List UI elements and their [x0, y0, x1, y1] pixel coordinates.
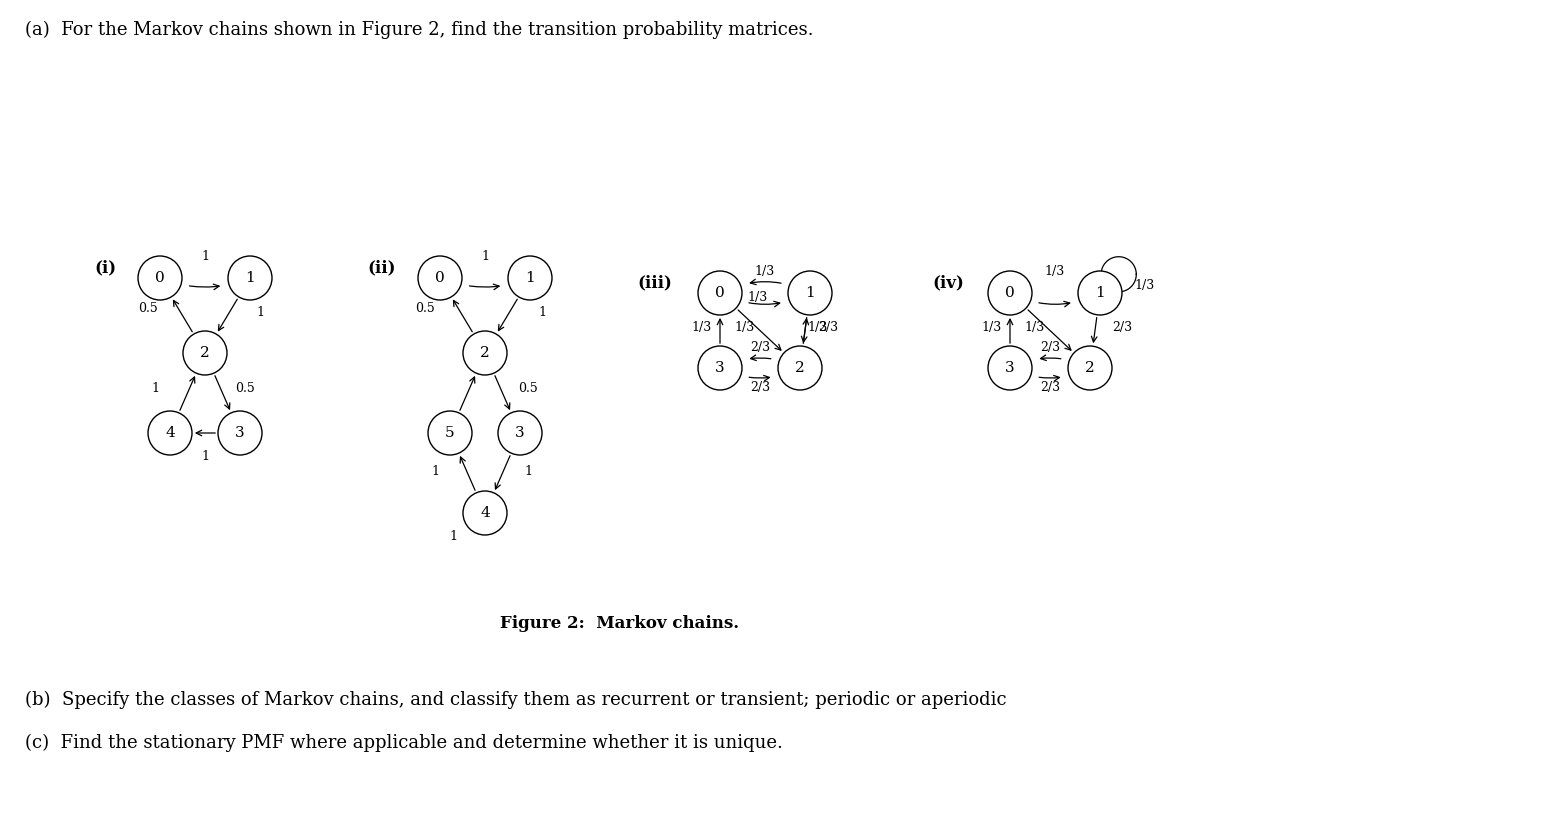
Text: 1: 1: [246, 271, 255, 285]
Circle shape: [418, 256, 462, 300]
Circle shape: [788, 271, 831, 315]
Circle shape: [427, 411, 472, 455]
Text: 1/3: 1/3: [735, 322, 755, 334]
Circle shape: [779, 346, 822, 390]
Text: 2/3: 2/3: [817, 322, 838, 334]
Text: 3: 3: [1005, 361, 1015, 375]
Circle shape: [497, 411, 542, 455]
Text: 1/3: 1/3: [1026, 322, 1046, 334]
Text: Figure 2:  Markov chains.: Figure 2: Markov chains.: [500, 614, 740, 632]
Text: 0: 0: [435, 271, 444, 285]
Circle shape: [988, 271, 1032, 315]
Text: 0.5: 0.5: [415, 302, 435, 314]
Text: 1: 1: [482, 250, 490, 262]
Circle shape: [1078, 271, 1122, 315]
Circle shape: [1068, 346, 1113, 390]
Circle shape: [218, 411, 263, 455]
Text: (a)  For the Markov chains shown in Figure 2, find the transition probability ma: (a) For the Markov chains shown in Figur…: [25, 21, 813, 39]
Text: 2: 2: [1085, 361, 1096, 375]
Text: 0: 0: [155, 271, 165, 285]
Text: 2: 2: [200, 346, 210, 360]
Text: (iv): (iv): [932, 275, 963, 292]
Text: 0.5: 0.5: [138, 302, 159, 314]
Text: 1/3: 1/3: [747, 292, 768, 304]
Text: 2: 2: [480, 346, 490, 360]
Text: 5: 5: [444, 426, 455, 440]
Text: 4: 4: [165, 426, 176, 440]
Text: 1/3: 1/3: [982, 322, 1002, 334]
Text: 1: 1: [200, 250, 208, 262]
Text: 4: 4: [480, 506, 490, 520]
Text: (b)  Specify the classes of Markov chains, and classify them as recurrent or tra: (b) Specify the classes of Markov chains…: [25, 691, 1007, 709]
Text: 0: 0: [715, 286, 724, 300]
Text: 2/3: 2/3: [751, 342, 771, 354]
Circle shape: [148, 411, 193, 455]
Text: 1: 1: [200, 449, 208, 463]
Text: 2: 2: [796, 361, 805, 375]
Text: 1: 1: [430, 464, 438, 478]
Circle shape: [228, 256, 272, 300]
Text: (ii): (ii): [368, 260, 396, 277]
Text: 0.5: 0.5: [235, 381, 255, 395]
Text: 1: 1: [805, 286, 814, 300]
Text: 1: 1: [525, 271, 535, 285]
Text: 2/3: 2/3: [1113, 322, 1131, 334]
Circle shape: [138, 256, 182, 300]
Text: 1: 1: [151, 381, 159, 395]
Text: 1/3: 1/3: [808, 322, 828, 334]
Text: 1: 1: [1096, 286, 1105, 300]
Circle shape: [698, 346, 741, 390]
Text: 1/3: 1/3: [692, 322, 712, 334]
Text: 1: 1: [538, 307, 545, 319]
Text: 1/3: 1/3: [1134, 278, 1155, 292]
Text: 3: 3: [516, 426, 525, 440]
Text: 1: 1: [256, 307, 264, 319]
Text: (i): (i): [93, 260, 117, 277]
Text: 1/3: 1/3: [1044, 265, 1064, 277]
Circle shape: [463, 491, 507, 535]
Text: (iii): (iii): [637, 275, 673, 292]
Text: 3: 3: [715, 361, 724, 375]
Text: 2/3: 2/3: [1040, 381, 1060, 395]
Text: 2/3: 2/3: [1040, 342, 1060, 354]
Circle shape: [183, 331, 227, 375]
Circle shape: [988, 346, 1032, 390]
Text: 1: 1: [449, 530, 457, 542]
Circle shape: [698, 271, 741, 315]
Text: 3: 3: [235, 426, 246, 440]
Text: (c)  Find the stationary PMF where applicable and determine whether it is unique: (c) Find the stationary PMF where applic…: [25, 734, 783, 753]
Text: 1: 1: [524, 464, 531, 478]
Text: 2/3: 2/3: [751, 381, 771, 395]
Text: 0: 0: [1005, 286, 1015, 300]
Text: 1/3: 1/3: [755, 265, 775, 277]
Text: 0.5: 0.5: [517, 381, 538, 395]
Circle shape: [508, 256, 552, 300]
Circle shape: [463, 331, 507, 375]
